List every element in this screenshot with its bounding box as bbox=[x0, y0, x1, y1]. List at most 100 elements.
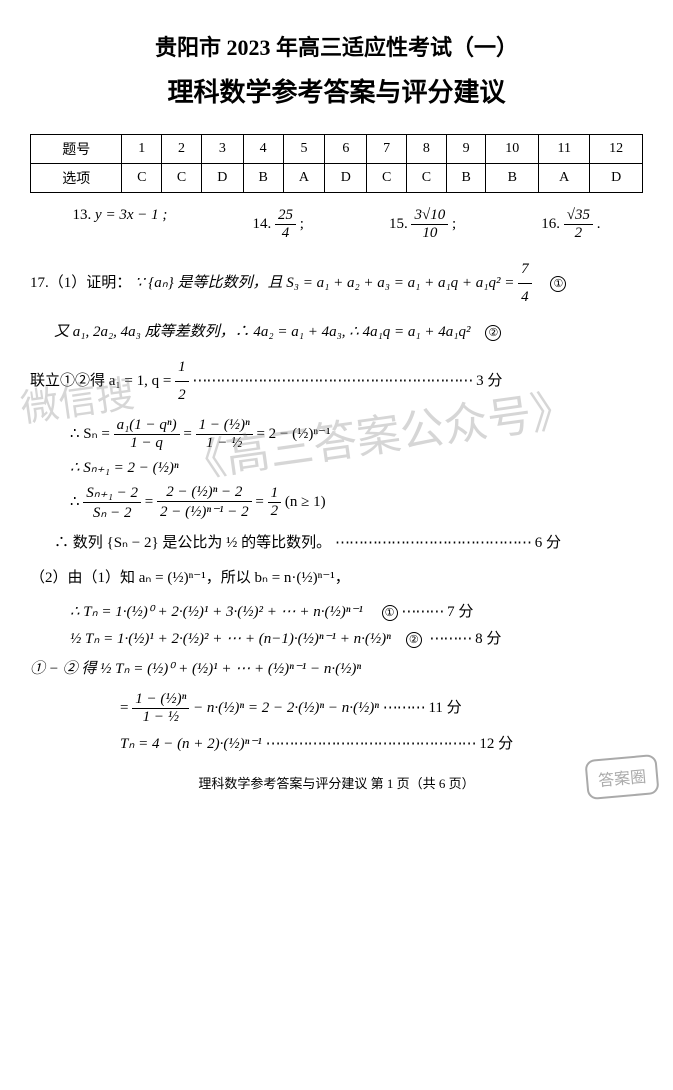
col-num: 2 bbox=[162, 135, 202, 164]
ans-cell: D bbox=[201, 164, 243, 193]
col-num: 5 bbox=[283, 135, 325, 164]
frac-num: a₁(1 − qⁿ) bbox=[114, 417, 180, 435]
tn-line1: ∴ Tₙ = 1·(½)⁰ + 2·(½)¹ + 3·(½)² + ⋯ + n·… bbox=[70, 600, 643, 621]
q-label: 16. bbox=[541, 216, 560, 232]
frac-num: √35 bbox=[564, 207, 593, 225]
ans-cell: D bbox=[590, 164, 643, 193]
col-num: 6 bbox=[325, 135, 367, 164]
math-text: 联立①②得 a₁ = 1, q = bbox=[30, 373, 175, 389]
q-label: 15. bbox=[389, 216, 408, 232]
frac-den: 2 bbox=[175, 382, 189, 409]
math-text: ∴ 数列 {Sₙ − 2} 是公比为 ½ 的等比数列。 bbox=[54, 535, 331, 551]
dot-leader: ⋯⋯⋯⋯⋯⋯⋯⋯⋯⋯⋯⋯⋯⋯ bbox=[335, 535, 531, 551]
ratio-line: ∴ Sₙ₊₁ − 2Sₙ − 2 = 2 − (½)ⁿ − 22 − (½)ⁿ⁻… bbox=[70, 483, 643, 522]
suffix: ; bbox=[452, 216, 456, 232]
math-text: ∴ Sₙ₊₁ = 2 − (½)ⁿ bbox=[70, 460, 179, 476]
q-value: y = 3x − 1 ; bbox=[95, 207, 167, 223]
eq-mark: ① bbox=[550, 276, 566, 292]
ans-cell: A bbox=[283, 164, 325, 193]
score: 3 分 bbox=[476, 373, 502, 389]
score: 6 分 bbox=[535, 535, 561, 551]
col-num: 3 bbox=[201, 135, 243, 164]
ans-cell: B bbox=[243, 164, 283, 193]
frac-num: 2 − (½)ⁿ − 2 bbox=[157, 484, 252, 502]
math-text: 又 a₁, 2a₂, 4a₃ 成等差数列，∴ 4a₂ = a₁ + 4a₃, ∴… bbox=[54, 324, 470, 340]
row-header: 选项 bbox=[31, 164, 122, 193]
col-num: 1 bbox=[122, 135, 162, 164]
dot-leader: ⋯⋯⋯ bbox=[401, 604, 443, 620]
q17-p3: 联立①②得 a₁ = 1, q = 12 ⋯⋯⋯⋯⋯⋯⋯⋯⋯⋯⋯⋯⋯⋯⋯⋯⋯⋯⋯… bbox=[30, 354, 643, 409]
sn-derivation: ∴ Sₙ = a₁(1 − qⁿ)1 − q = 1 − (½)ⁿ1 − ½ =… bbox=[70, 417, 643, 452]
table-row: 选项 C C D B A D C C B B A D bbox=[31, 164, 643, 193]
suffix: . bbox=[597, 216, 601, 232]
ans-cell: C bbox=[367, 164, 407, 193]
frac-den: 1 − ½ bbox=[196, 435, 253, 452]
math-text: = bbox=[255, 494, 267, 510]
ans-cell: B bbox=[446, 164, 486, 193]
frac-den: 2 bbox=[268, 503, 282, 520]
ans-cell: C bbox=[122, 164, 162, 193]
frac-num: 1 bbox=[268, 485, 282, 503]
dot-leader: ⋯⋯⋯ bbox=[383, 700, 425, 716]
ans-cell: C bbox=[407, 164, 447, 193]
q16: 16. √352 . bbox=[541, 207, 600, 242]
row-header: 题号 bbox=[31, 135, 122, 164]
col-num: 9 bbox=[446, 135, 486, 164]
frac-den: 4 bbox=[275, 225, 296, 242]
frac-num: 1 − (½)ⁿ bbox=[132, 691, 189, 709]
frac-den: 2 bbox=[564, 225, 593, 242]
math-text: Tₙ = 4 − (n + 2)·(½)ⁿ⁻¹ bbox=[120, 736, 262, 752]
math-text: (n ≥ 1) bbox=[285, 494, 326, 510]
fill-in-answers: 13. y = 3x − 1 ; 14. 254 ; 15. 3√1010 ; … bbox=[30, 207, 643, 242]
col-num: 4 bbox=[243, 135, 283, 164]
math-text: = bbox=[145, 494, 157, 510]
col-num: 11 bbox=[539, 135, 590, 164]
math-text: ∵ {aₙ} 是等比数列，且 S₃ = a₁ + a₂ + a₃ = a₁ + … bbox=[135, 275, 518, 291]
score: 8 分 bbox=[475, 631, 501, 647]
subtract-result: = 1 − (½)ⁿ1 − ½ − n·(½)ⁿ = 2 − 2·(½)ⁿ − … bbox=[120, 691, 643, 726]
frac-den: Sₙ − 2 bbox=[83, 503, 141, 522]
col-num: 10 bbox=[486, 135, 539, 164]
ans-cell: C bbox=[162, 164, 202, 193]
q17-p1: 17.（1）证明： ∵ {aₙ} 是等比数列，且 S₃ = a₁ + a₂ + … bbox=[30, 256, 643, 311]
frac-den: 2 − (½)ⁿ⁻¹ − 2 bbox=[157, 502, 252, 521]
ans-cell: D bbox=[325, 164, 367, 193]
q17-p2: 又 a₁, 2a₂, 4a₃ 成等差数列，∴ 4a₂ = a₁ + 4a₃, ∴… bbox=[30, 319, 643, 346]
frac-den: 4 bbox=[518, 284, 532, 311]
stamp-badge: 答案圈 bbox=[584, 754, 659, 800]
tn-line2: ½ Tₙ = 1·(½)¹ + 2·(½)² + ⋯ + (n−1)·(½)ⁿ⁻… bbox=[70, 627, 643, 648]
dot-leader: ⋯⋯⋯⋯⋯⋯⋯⋯⋯⋯⋯⋯⋯⋯⋯ bbox=[266, 736, 476, 752]
col-num: 12 bbox=[590, 135, 643, 164]
math-text: ∴ Tₙ = 1·(½)⁰ + 2·(½)¹ + 3·(½)² + ⋯ + n·… bbox=[70, 604, 363, 620]
col-num: 7 bbox=[367, 135, 407, 164]
sn-plus1: ∴ Sₙ₊₁ = 2 − (½)ⁿ bbox=[70, 458, 643, 477]
frac-num: 3√10 bbox=[411, 207, 448, 225]
q-label: 14. bbox=[252, 216, 271, 232]
math-text: = bbox=[120, 700, 132, 716]
ans-cell: B bbox=[486, 164, 539, 193]
frac-num: 25 bbox=[275, 207, 296, 225]
ans-cell: A bbox=[539, 164, 590, 193]
math-text: ① − ② 得 ½ Tₙ = (½)⁰ + (½)¹ + ⋯ + (½)ⁿ⁻¹ … bbox=[30, 661, 361, 677]
frac-den: 1 − ½ bbox=[132, 709, 189, 726]
q17-label: 17.（1）证明： bbox=[30, 275, 131, 291]
q-label: 13. bbox=[73, 207, 92, 223]
math-text: − n·(½)ⁿ = 2 − 2·(½)ⁿ − n·(½)ⁿ bbox=[193, 700, 379, 716]
math-text: （2）由（1）知 aₙ = (½)ⁿ⁻¹，所以 bₙ = n·(½)ⁿ⁻¹， bbox=[30, 570, 350, 586]
final-line: Tₙ = 4 − (n + 2)·(½)ⁿ⁻¹ ⋯⋯⋯⋯⋯⋯⋯⋯⋯⋯⋯⋯⋯⋯⋯ … bbox=[120, 732, 643, 753]
frac-den: 10 bbox=[411, 225, 448, 242]
frac-num: 7 bbox=[518, 256, 532, 284]
score: 12 分 bbox=[479, 736, 513, 752]
choice-answer-table: 题号 1 2 3 4 5 6 7 8 9 10 11 12 选项 C C D B… bbox=[30, 134, 643, 193]
math-text: ∴ Sₙ = bbox=[70, 426, 114, 442]
q17-conclusion: ∴ 数列 {Sₙ − 2} 是公比为 ½ 的等比数列。 ⋯⋯⋯⋯⋯⋯⋯⋯⋯⋯⋯⋯… bbox=[30, 530, 643, 557]
q15: 15. 3√1010 ; bbox=[389, 207, 456, 242]
q14: 14. 254 ; bbox=[252, 207, 303, 242]
eq-mark: ① bbox=[382, 605, 398, 621]
frac-num: 1 bbox=[175, 354, 189, 382]
math-text: = bbox=[183, 426, 195, 442]
table-row: 题号 1 2 3 4 5 6 7 8 9 10 11 12 bbox=[31, 135, 643, 164]
math-text: = 2 − (½)ⁿ⁻¹ bbox=[256, 426, 330, 442]
subtract-line: ① − ② 得 ½ Tₙ = (½)⁰ + (½)¹ + ⋯ + (½)ⁿ⁻¹ … bbox=[30, 656, 643, 683]
math-text: ½ Tₙ = 1·(½)¹ + 2·(½)² + ⋯ + (n−1)·(½)ⁿ⁻… bbox=[70, 631, 391, 647]
